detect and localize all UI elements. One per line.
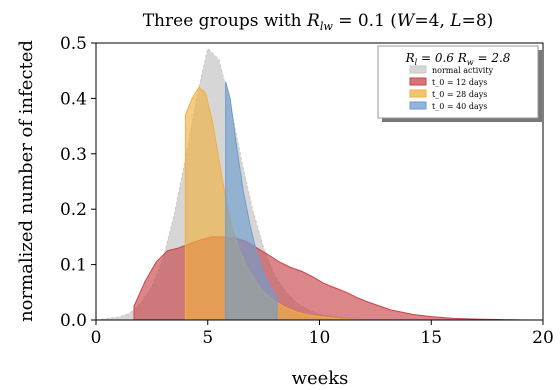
y-tick-label: 0.4 xyxy=(60,89,87,109)
series-area-t-0-40-days xyxy=(225,81,278,321)
legend-box xyxy=(377,45,539,119)
legend-label: normal activity xyxy=(432,66,494,75)
x-axis-title: weeks xyxy=(292,368,349,389)
legend-header: Rl = 0.6 Rw = 2.8 xyxy=(405,51,511,67)
legend: Rl = 0.6 Rw = 2.8 normal activity t_0 = 1… xyxy=(377,45,542,122)
y-axis-ticks: 0.0 0.1 0.2 0.3 0.4 0.5 xyxy=(60,34,96,331)
legend-swatch-t-0-40-days xyxy=(409,101,427,110)
series-areas xyxy=(95,47,544,321)
x-tick-label: 20 xyxy=(532,328,554,348)
y-tick-label: 0.2 xyxy=(60,200,87,220)
x-tick-label: 10 xyxy=(309,328,331,348)
x-tick-label: 15 xyxy=(420,328,442,348)
x-axis-ticks: 0 5 10 15 20 xyxy=(91,320,554,348)
legend-swatch-t-0-12-days xyxy=(409,77,427,86)
chart-title: Three groups with Rlw = 0.1 (W=4, L=8) xyxy=(143,11,494,33)
legend-label: t_0 = 28 days xyxy=(432,90,487,99)
y-axis-title: normalized number of infected xyxy=(16,40,37,322)
legend-swatch-t-0-28-days xyxy=(409,89,427,98)
legend-items: normal activity t_0 = 12 days t_0 = 28 day… xyxy=(409,65,494,111)
legend-swatch-normal-activity xyxy=(409,65,427,74)
legend-label: t_0 = 40 days xyxy=(432,102,487,111)
y-tick-label: 0.0 xyxy=(60,311,87,331)
y-tick-label: 0.5 xyxy=(60,34,87,54)
legend-label: t_0 = 12 days xyxy=(432,78,487,87)
x-tick-label: 0 xyxy=(91,328,102,348)
y-tick-label: 0.1 xyxy=(60,256,87,276)
y-tick-label: 0.3 xyxy=(60,145,87,165)
x-tick-label: 5 xyxy=(202,328,213,348)
